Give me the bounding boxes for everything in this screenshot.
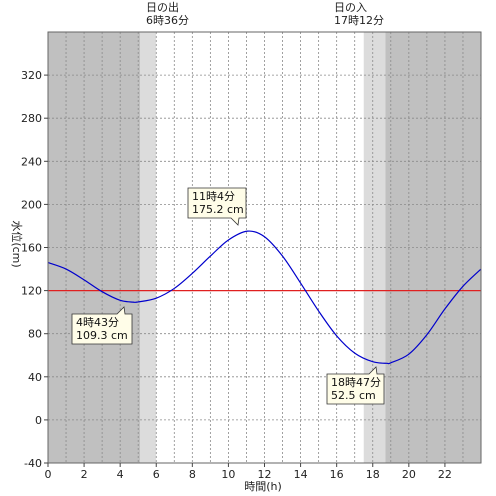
dusk-band [363,32,386,463]
x-tick-label: 22 [438,468,452,481]
y-tick-label: 0 [35,414,42,427]
callout-box [326,366,385,405]
callout-value: 175.2 cm [192,203,244,216]
x-tick-label: 10 [221,468,235,481]
callout-time: 11時4分 [192,190,235,203]
callout-time: 4時43分 [76,316,119,329]
x-tick-label: 16 [330,468,344,481]
axes: 0 2 4 6 8 10 12 14 16 18 20 22-40040801201602002402… [21,69,452,481]
y-tick-label: 320 [21,69,42,82]
x-tick-label: 14 [294,468,308,481]
series-line-tide-level [47,230,482,365]
x-tick-label: 4 [117,468,124,481]
y-tick-label: 80 [28,328,42,341]
x-tick-label: 12 [258,468,272,481]
callout-value: 52.5 cm [331,389,376,402]
callout-box [187,187,247,226]
sunrise-label: 日の出 [146,0,179,14]
y-tick-label: 120 [21,285,42,298]
x-tick-label: 18 [366,468,380,481]
callout-value: 109.3 cm [76,329,128,342]
y-tick-label: 160 [21,242,42,255]
sunset-label: 日の入 [334,1,367,14]
sun-labels: 日の出 6時36分 日の入 17時12分 [146,0,384,27]
y-tick-label: 200 [21,198,42,211]
y-tick-label: 40 [28,371,42,384]
sunrise-time: 6時36分 [146,14,189,27]
y-tick-label: -40 [24,457,42,470]
x-tick-label: 2 [81,468,88,481]
x-tick-label: 20 [402,468,416,481]
y-tick-label: 280 [21,112,42,125]
sunset-time: 17時12分 [334,14,384,27]
x-tick-label: 0 [45,468,52,481]
series-group [47,230,482,365]
x-tick-label: 6 [153,468,160,481]
y-axis-label: 水位(cm) [10,220,24,267]
x-tick-label: 8 [189,468,196,481]
callout-time: 18時47分 [331,376,381,389]
x-axis-label: 時間(h) [244,480,282,493]
y-tick-label: 240 [21,155,42,168]
callout-box [71,306,133,345]
